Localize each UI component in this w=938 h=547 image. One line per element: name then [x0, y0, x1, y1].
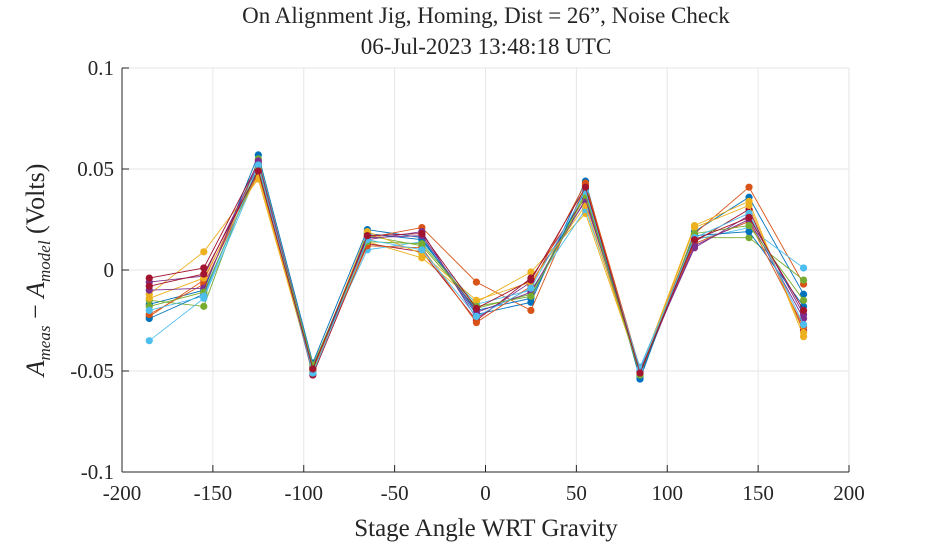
data-point [145, 282, 153, 290]
series-line [149, 169, 804, 375]
data-point [145, 306, 153, 314]
x-tick-label: 100 [652, 481, 684, 505]
x-tick-label: 200 [833, 481, 865, 505]
data-point [527, 306, 535, 314]
x-tick-label: 0 [480, 481, 491, 505]
series-run-14 [145, 167, 808, 377]
data-point [254, 167, 262, 175]
data-point [145, 337, 153, 345]
y-axis-label-part: (Volts) [21, 164, 50, 241]
x-tick-label: -100 [285, 481, 324, 505]
data-point [472, 296, 481, 304]
axes [121, 67, 850, 473]
data-point [254, 161, 262, 169]
data-point [527, 284, 535, 292]
y-axis-label: Ameas − Amodel (Volts) [21, 164, 54, 379]
data-point [745, 234, 753, 242]
x-tick-label: 50 [566, 481, 587, 505]
data-point [472, 312, 481, 321]
grid-lines [121, 67, 850, 473]
data-point [745, 201, 753, 209]
y-tick-label: -0.05 [70, 359, 114, 383]
chart-title-line-1: On Alignment Jig, Homing, Dist = 26”, No… [242, 3, 730, 28]
data-point [145, 274, 153, 282]
series-layer [145, 151, 808, 383]
data-point [418, 230, 426, 238]
x-tick-label: -50 [381, 481, 409, 505]
series-run-01 [145, 151, 808, 383]
data-point [527, 276, 535, 284]
series-line [149, 178, 805, 373]
data-point [200, 302, 208, 310]
y-axis-label-part: − [21, 298, 50, 326]
data-point [527, 292, 535, 300]
data-point [745, 183, 753, 191]
data-point [799, 296, 808, 304]
data-point [472, 278, 481, 286]
data-point [200, 292, 208, 300]
data-point [200, 248, 208, 256]
x-tick-label: -200 [103, 481, 142, 505]
data-point [581, 183, 590, 191]
data-point [690, 236, 699, 244]
x-tick-label: 150 [742, 481, 774, 505]
y-tick-label: -0.1 [81, 460, 114, 484]
data-point [418, 246, 426, 254]
data-point [363, 232, 371, 240]
data-point [799, 329, 808, 337]
x-axis-label: Stage Angle WRT Gravity [354, 515, 618, 542]
data-point [745, 221, 753, 230]
data-point [745, 213, 753, 222]
data-point [799, 264, 808, 272]
y-axis-label-part: A [21, 360, 50, 378]
data-point [527, 268, 535, 276]
data-point [799, 290, 808, 298]
series-run-11 [145, 157, 808, 375]
data-point [309, 365, 317, 373]
data-point [799, 306, 808, 314]
data-point [145, 294, 153, 302]
data-point [200, 270, 208, 278]
series-run-03 [145, 175, 808, 375]
data-point [799, 276, 808, 284]
chart-title-line-2: 06-Jul-2023 13:48:18 UTC [361, 34, 611, 59]
x-tick-label: -150 [194, 481, 233, 505]
series-line [149, 169, 804, 369]
data-point [745, 228, 753, 236]
data-point [472, 318, 481, 327]
data-point [690, 223, 699, 232]
data-point [636, 369, 644, 377]
y-tick-label: 0.1 [88, 56, 114, 80]
data-point [418, 240, 426, 248]
y-tick-label: 0.05 [77, 157, 114, 181]
y-axis-label-part: meas [35, 325, 54, 360]
y-axis-label-part: A [21, 282, 50, 300]
data-point [799, 320, 808, 329]
y-tick-label: 0 [104, 258, 115, 282]
series-run-13 [145, 161, 808, 377]
series-line [149, 167, 804, 377]
tick-labels: -200 -150 -100 -50 0 50 100 150 200 -0.1 -0.05 0 0.0… [70, 56, 865, 505]
series-line [149, 165, 804, 379]
data-point [472, 304, 481, 312]
series-line [149, 171, 804, 371]
series-line [149, 173, 805, 375]
y-axis-label-part: model [35, 240, 54, 282]
